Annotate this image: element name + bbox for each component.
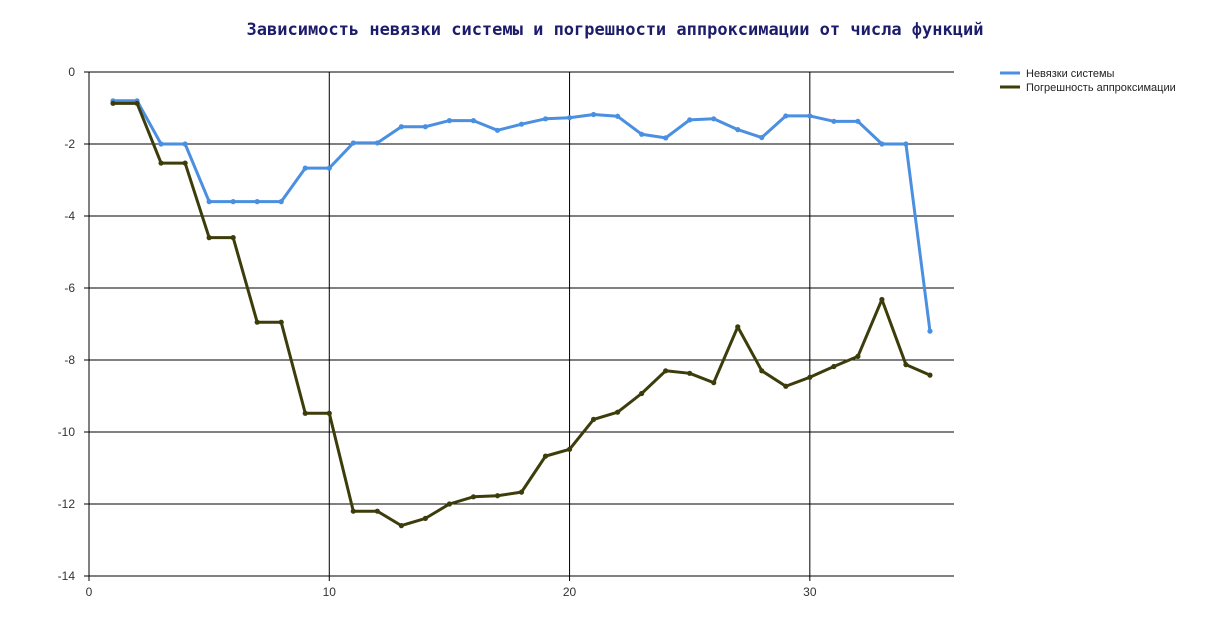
data-point: [639, 131, 645, 137]
data-point: [182, 160, 188, 166]
data-point: [711, 380, 717, 386]
data-point: [542, 116, 549, 122]
data-point: [110, 100, 116, 106]
data-point: [398, 523, 404, 529]
data-point: [350, 508, 356, 514]
data-point: [759, 368, 765, 374]
data-point: [831, 363, 837, 370]
data-point: [807, 374, 813, 380]
x-tick-label: 30: [803, 585, 817, 599]
data-point: [566, 115, 573, 121]
data-point: [590, 416, 597, 422]
y-tick-label: -6: [64, 281, 75, 295]
series-lines: [110, 98, 933, 529]
data-point: [903, 141, 909, 147]
data-point: [735, 127, 741, 133]
data-point: [494, 127, 501, 133]
data-point: [663, 135, 669, 141]
data-point: [230, 199, 236, 205]
data-point: [615, 113, 621, 119]
data-point: [470, 494, 477, 500]
data-point: [254, 319, 260, 325]
data-point: [927, 372, 933, 378]
x-tick-label: 0: [86, 585, 93, 599]
data-point: [639, 390, 645, 397]
data-point: [711, 116, 717, 122]
x-tick-label: 20: [563, 585, 577, 599]
data-point: [206, 199, 212, 205]
data-point: [566, 446, 573, 452]
data-point: [927, 328, 933, 334]
data-point: [831, 118, 837, 124]
data-point: [278, 199, 284, 205]
y-tick-label: -4: [64, 209, 75, 223]
axes: [84, 71, 954, 581]
y-tick-label: -12: [58, 497, 76, 511]
data-point: [855, 353, 861, 359]
y-tick-label: -8: [64, 353, 75, 367]
data-point: [158, 141, 164, 147]
data-point: [855, 118, 861, 124]
data-point: [470, 118, 477, 124]
data-point: [326, 165, 332, 171]
data-point: [182, 141, 188, 147]
series-2: [110, 100, 933, 529]
data-point: [398, 124, 404, 130]
data-point: [903, 362, 909, 368]
data-point: [807, 113, 813, 119]
data-point: [206, 235, 212, 241]
data-point: [590, 111, 597, 118]
data-point: [687, 370, 693, 376]
grid: [88, 71, 954, 577]
tick-labels: 0 -2 -4 -6 -8 -10 -12 -14 0 10 20 30: [58, 65, 817, 599]
data-point: [615, 409, 621, 415]
data-point: [687, 117, 693, 123]
data-point: [879, 296, 885, 303]
data-point: [350, 140, 356, 146]
chart-title: Зависимость невязки системы и погрешност…: [246, 20, 984, 40]
legend-label: Погрешность аппроксимации: [1026, 82, 1176, 94]
data-point: [302, 165, 308, 171]
data-point: [783, 383, 789, 389]
series-line: [113, 101, 931, 528]
data-point: [542, 453, 549, 459]
legend: Невязки системы Погрешность аппроксимации: [1000, 68, 1176, 94]
y-tick-label: -2: [64, 137, 75, 151]
data-point: [422, 515, 428, 522]
data-point: [735, 324, 741, 330]
data-point: [783, 113, 789, 119]
data-point: [446, 118, 453, 124]
data-point: [494, 493, 501, 499]
data-point: [518, 121, 525, 127]
y-tick-label: 0: [68, 65, 75, 79]
legend-label: Невязки системы: [1026, 68, 1115, 80]
data-point: [230, 235, 236, 241]
data-point: [254, 199, 260, 205]
data-point: [446, 501, 453, 507]
data-point: [158, 160, 164, 166]
data-point: [663, 368, 669, 374]
data-point: [422, 124, 428, 130]
data-point: [302, 410, 308, 416]
data-point: [879, 141, 885, 147]
data-point: [326, 410, 332, 416]
y-tick-label: -14: [58, 569, 76, 583]
y-tick-label: -10: [58, 425, 76, 439]
data-point: [518, 489, 525, 495]
data-point: [759, 134, 765, 141]
data-point: [374, 508, 380, 514]
data-point: [134, 100, 140, 106]
data-point: [374, 140, 380, 146]
data-point: [278, 319, 284, 325]
series-1: [110, 98, 933, 334]
x-tick-label: 10: [323, 585, 337, 599]
